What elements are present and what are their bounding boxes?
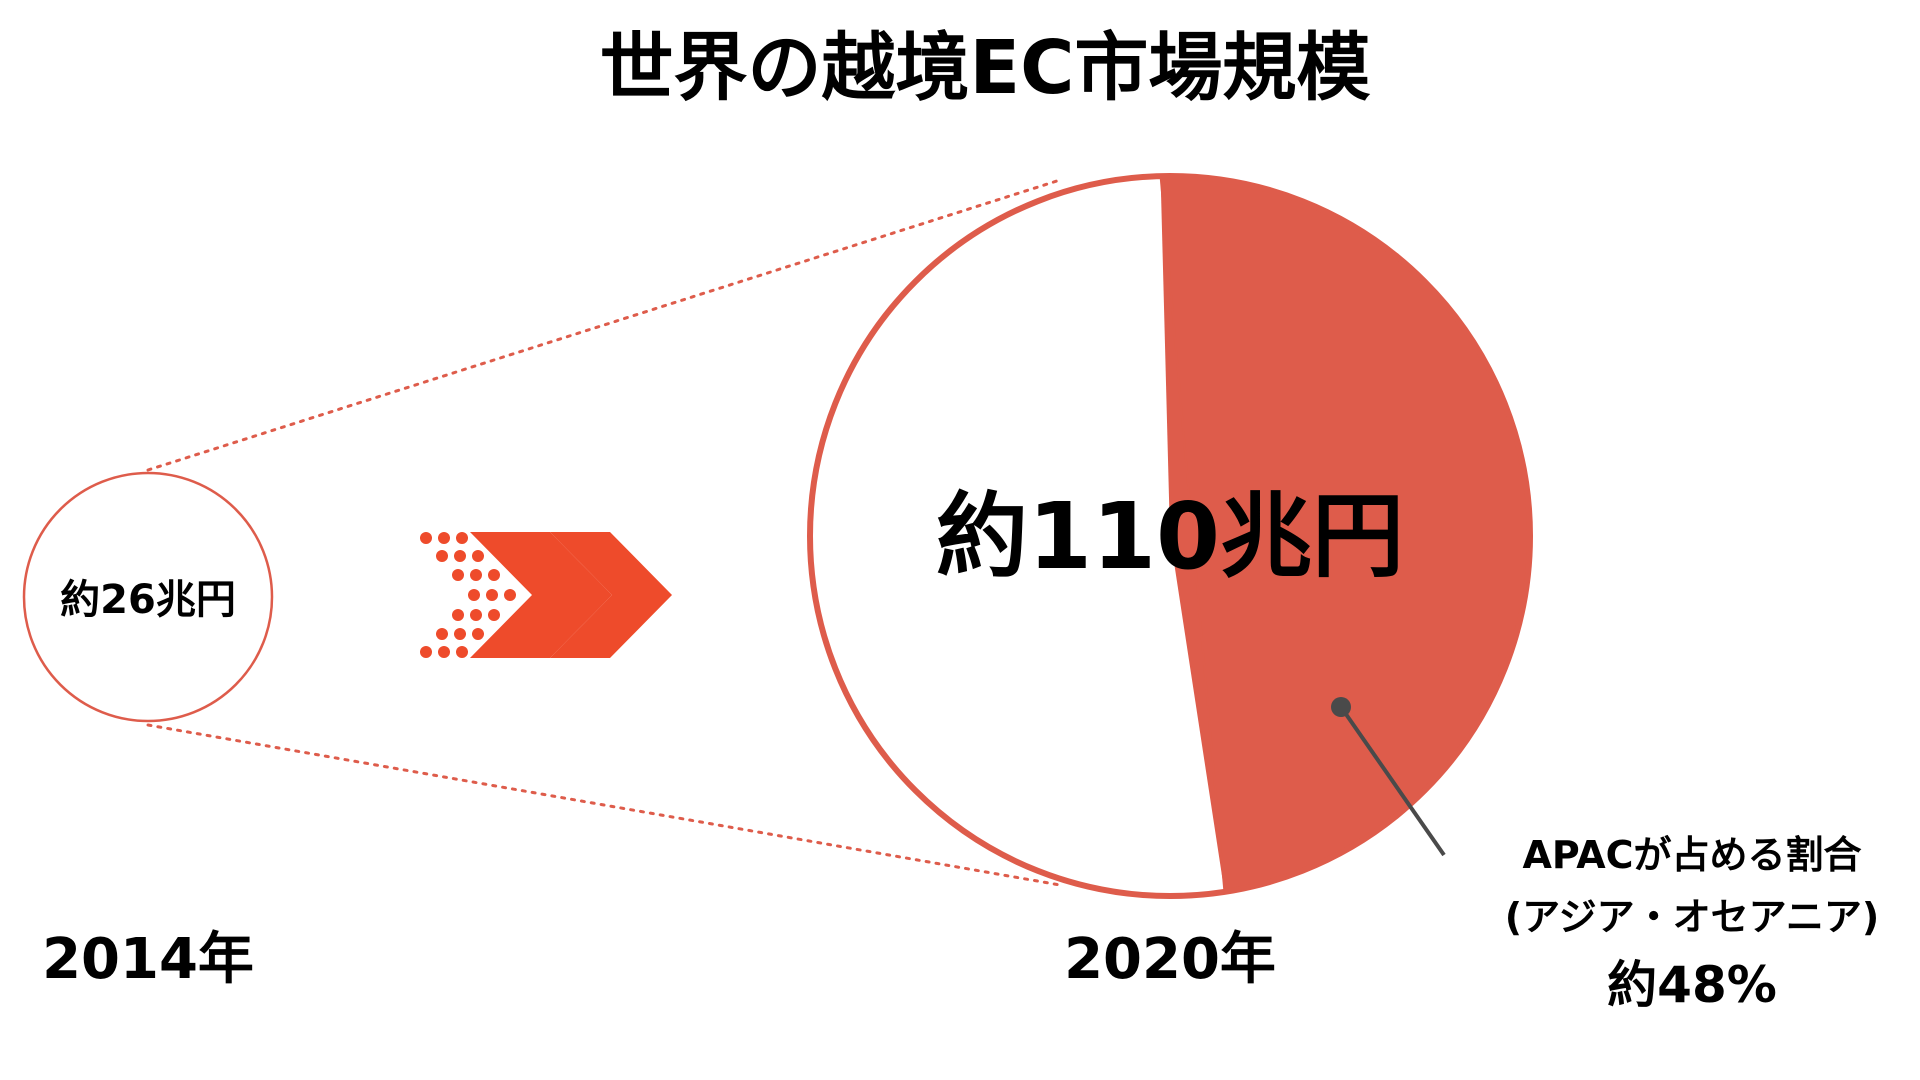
pie-chart-2020 <box>807 173 1533 899</box>
connector-line-top <box>146 178 1062 472</box>
year-label-2014: 2014年 <box>42 927 254 992</box>
chevron-2 <box>550 532 672 658</box>
year-label-2020: 2020年 <box>1064 927 1276 992</box>
apac-annotation-percent: 約48% <box>1607 956 1777 1014</box>
pie-slice-apac <box>1160 175 1531 892</box>
pie-slice-divider <box>1159 176 1226 892</box>
arrow-dot <box>420 532 432 544</box>
arrow-dot <box>436 628 448 640</box>
arrow-dot <box>486 589 498 601</box>
arrow-dot <box>470 569 482 581</box>
arrow-dot <box>438 646 450 658</box>
circle-2014 <box>22 471 274 723</box>
pie-outline <box>807 173 1533 899</box>
connector-line-bottom <box>146 723 1062 887</box>
arrow-dots <box>420 532 516 658</box>
arrow-dot <box>438 532 450 544</box>
annotation-leader-line <box>1339 705 1446 857</box>
arrow-dot <box>454 550 466 562</box>
arrow-dot <box>504 589 516 601</box>
apac-annotation-line2: (アジア・オセアニア) <box>1505 895 1879 939</box>
arrow-dot <box>420 646 432 658</box>
arrow-dot <box>472 550 484 562</box>
value-label-2020: 約110兆円 <box>936 483 1404 590</box>
arrow-dot <box>472 628 484 640</box>
chevron-1 <box>470 532 612 658</box>
arrow-dot <box>452 569 464 581</box>
arrow-dot <box>456 646 468 658</box>
arrow-dot <box>488 609 500 621</box>
chart-title: 世界の越境EC市場規模 <box>600 25 1371 111</box>
arrow-dot <box>468 589 480 601</box>
arrow-dot <box>470 609 482 621</box>
apac-annotation-line1: APACが占める割合 <box>1522 833 1861 877</box>
double-chevron-right-icon <box>420 532 672 658</box>
annotation-point <box>1331 697 1351 717</box>
arrow-dot <box>436 550 448 562</box>
arrow-dot <box>488 569 500 581</box>
arrow-dot <box>456 532 468 544</box>
value-label-2014: 約26兆円 <box>60 577 236 623</box>
arrow-dot <box>452 609 464 621</box>
arrow-dot <box>454 628 466 640</box>
